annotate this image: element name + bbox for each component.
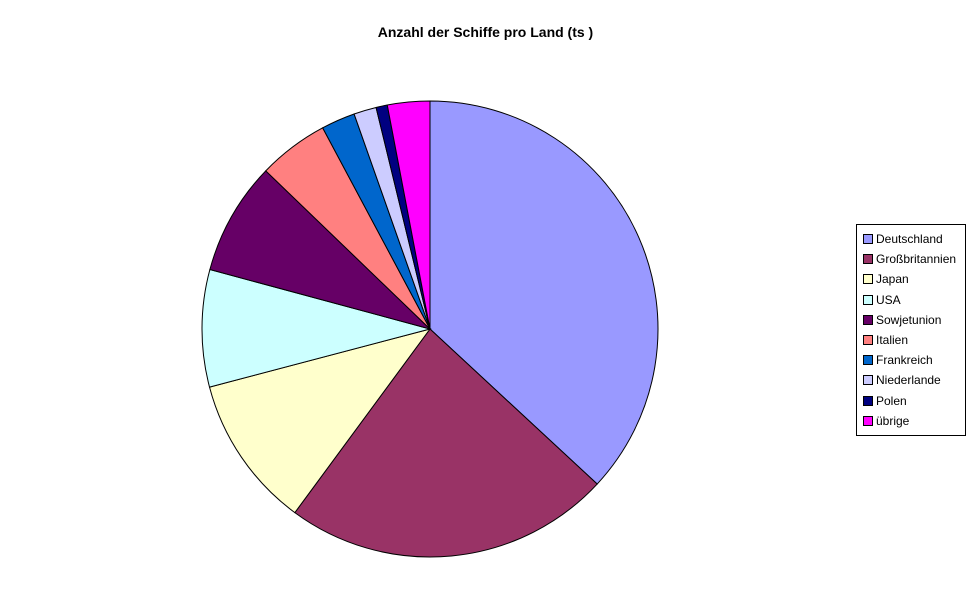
legend-label-niederlande: Niederlande [876, 373, 941, 388]
pie-slice-usa [201, 268, 432, 388]
legend-swatch-uebrige [863, 415, 873, 426]
pie-slice-deutschland [429, 100, 659, 485]
pie-slice-sowjetunion [209, 170, 431, 330]
legend-item-grossbritannien: Großbritannien [863, 250, 963, 269]
legend-label-grossbritannien: Großbritannien [876, 252, 957, 267]
legend-item-japan: Japan [863, 270, 963, 289]
pie-slice--brige [386, 100, 431, 330]
legend-label-italien: Italien [876, 333, 909, 348]
legend-label-deutschland: Deutschland [876, 232, 943, 247]
pie-slice-gro-britannien [294, 328, 598, 558]
legend-swatch-deutschland [863, 234, 873, 245]
legend-item-italien: Italien [863, 331, 963, 350]
legend-swatch-sowjetunion [863, 314, 873, 325]
legend-swatch-frankreich [863, 355, 873, 366]
legend-label-japan: Japan [876, 272, 909, 287]
legend-label-polen: Polen [876, 393, 907, 408]
legend-label-frankreich: Frankreich [876, 353, 933, 368]
legend-item-deutschland: Deutschland [863, 230, 963, 249]
chart-title: Anzahl der Schiffe pro Land (ts ) [377, 24, 594, 40]
legend-item-polen: Polen [863, 391, 963, 410]
legend-swatch-usa [863, 294, 873, 305]
legend-swatch-grossbritannien [863, 254, 873, 265]
legend-item-uebrige: übrige [863, 411, 963, 430]
legend-swatch-italien [863, 335, 873, 346]
legend-item-niederlande: Niederlande [863, 371, 963, 390]
pie-slice-japan [208, 328, 432, 514]
legend-item-usa: USA [863, 290, 963, 309]
legend: Deutschland Großbritannien Japan USA Sow… [856, 224, 966, 436]
legend-swatch-niederlande [863, 375, 873, 386]
legend-label-sowjetunion: Sowjetunion [876, 312, 942, 327]
legend-label-usa: USA [876, 292, 901, 307]
legend-swatch-polen [863, 395, 873, 406]
legend-item-frankreich: Frankreich [863, 351, 963, 370]
legend-swatch-japan [863, 274, 873, 285]
legend-label-uebrige: übrige [876, 413, 910, 428]
legend-item-sowjetunion: Sowjetunion [863, 310, 963, 329]
